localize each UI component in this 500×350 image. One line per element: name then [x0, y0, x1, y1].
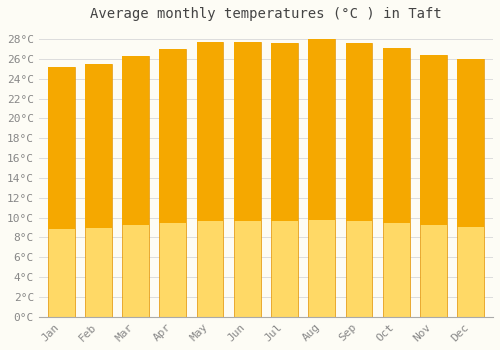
Bar — [458, 59, 484, 317]
Bar — [271, 43, 298, 221]
Bar — [85, 64, 112, 317]
Bar — [308, 39, 335, 317]
Bar — [420, 55, 447, 225]
Title: Average monthly temperatures (°C ) in Taft: Average monthly temperatures (°C ) in Ta… — [90, 7, 442, 21]
Bar — [458, 59, 484, 226]
Bar — [234, 42, 260, 317]
Bar — [160, 49, 186, 317]
Bar — [383, 48, 409, 317]
Bar — [234, 42, 260, 220]
Bar — [383, 48, 409, 223]
Bar — [160, 49, 186, 223]
Bar — [308, 39, 335, 219]
Bar — [48, 67, 74, 229]
Bar — [122, 56, 149, 225]
Bar — [346, 43, 372, 317]
Bar — [122, 56, 149, 317]
Bar — [48, 67, 74, 317]
Bar — [85, 64, 112, 228]
Bar — [196, 42, 224, 317]
Bar — [420, 55, 447, 317]
Bar — [196, 42, 224, 220]
Bar — [271, 43, 298, 317]
Bar — [346, 43, 372, 221]
